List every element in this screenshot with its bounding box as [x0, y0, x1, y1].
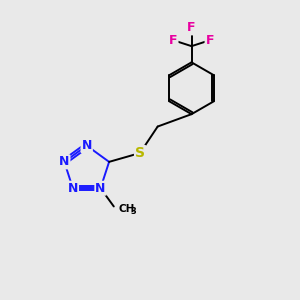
Text: N: N [82, 139, 92, 152]
Text: CH: CH [118, 203, 135, 214]
Text: F: F [206, 34, 214, 47]
Text: F: F [187, 21, 196, 34]
Text: S: S [135, 146, 145, 160]
Text: F: F [169, 34, 178, 47]
Text: N: N [59, 155, 70, 168]
Text: 3: 3 [130, 207, 136, 216]
Text: N: N [68, 182, 78, 195]
Text: N: N [95, 182, 106, 195]
